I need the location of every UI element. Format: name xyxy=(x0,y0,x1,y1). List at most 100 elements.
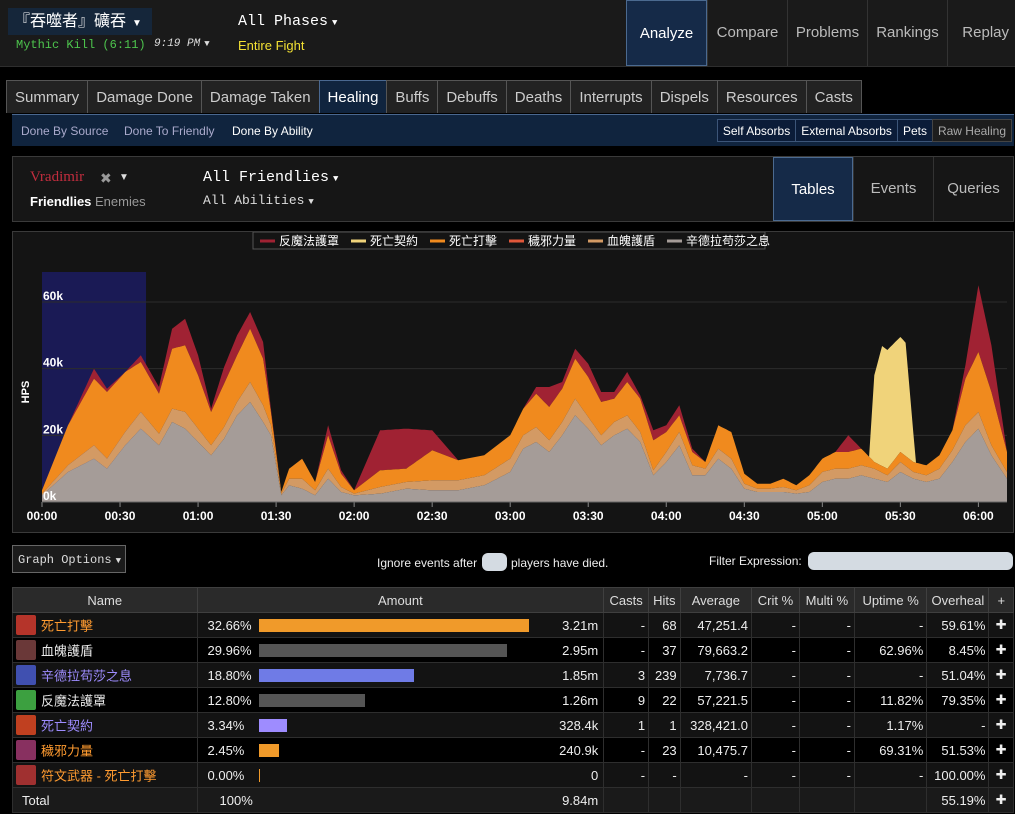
tab-debuffs[interactable]: Debuffs xyxy=(437,80,507,113)
tab-casts[interactable]: Casts xyxy=(805,80,862,113)
tab-dispels[interactable]: Dispels xyxy=(650,80,718,113)
uptime-cell: - xyxy=(853,612,928,638)
ability-name-cell[interactable]: 反魔法護罩 xyxy=(12,687,198,713)
expand-row-icon[interactable]: ✚ xyxy=(988,787,1014,813)
filter-expression-input[interactable] xyxy=(808,552,1013,570)
healing-chart[interactable]: 0k 20k 40k 60k HPS 00:00 00:30 01:00 01:30 02:00 0… xyxy=(13,232,1013,532)
ability-name-cell[interactable]: 辛德拉苟莎之息 xyxy=(12,662,198,688)
tab-resources[interactable]: Resources xyxy=(716,80,807,113)
legend-label: 血魄護盾 xyxy=(607,233,655,248)
ability-name[interactable]: 穢邪力量 xyxy=(41,743,94,759)
phase-label: All Phases xyxy=(238,13,329,30)
tab-healing[interactable]: Healing xyxy=(318,80,388,113)
view-done-to-friendly[interactable]: Done To Friendly xyxy=(124,124,215,138)
table-row[interactable]: 辛德拉苟莎之息 18.80% 1.85m 3 239 7,736.7- - -51.04% ✚ xyxy=(12,662,1014,688)
x-tick-label: 00:00 xyxy=(27,509,58,523)
ability-name[interactable]: 血魄護盾 xyxy=(41,643,94,659)
phase-dropdown[interactable]: All Phases ▼ xyxy=(238,13,337,30)
expand-row-icon[interactable]: ✚ xyxy=(988,637,1014,663)
tab-buffs[interactable]: Buffs xyxy=(386,80,439,113)
table-row[interactable]: 死亡打擊 32.66% 3.21m -68 47,251.4- - -59.61% ✚ xyxy=(12,612,1014,638)
nav-problems[interactable]: Problems xyxy=(787,0,867,66)
col-crit[interactable]: Crit % xyxy=(751,587,800,613)
nav-rankings[interactable]: Rankings xyxy=(867,0,947,66)
table-row[interactable]: 死亡契約 3.34% 328.4k 1 1 328,421.0- -1.17% - ✚ xyxy=(12,712,1014,738)
col-hits[interactable]: Hits xyxy=(648,587,681,613)
expand-row-icon[interactable]: ✚ xyxy=(988,737,1014,763)
ability-name[interactable]: 辛德拉苟莎之息 xyxy=(41,668,133,684)
amount-cell: 18.80% 1.85m xyxy=(196,662,605,688)
series-area xyxy=(42,402,1007,502)
total-empty xyxy=(853,787,928,813)
tab-damage-taken[interactable]: Damage Taken xyxy=(200,80,320,113)
table-row[interactable]: 反魔法護罩 12.80% 1.26m 9 22 57,221.5- -11.82% 79.35… xyxy=(12,687,1014,713)
view-done-by-source[interactable]: Done By Source xyxy=(21,124,109,138)
uptime-cell: 62.96% xyxy=(853,637,928,663)
table-row[interactable]: 血魄護盾 29.96% 2.95m -37 79,663.2- -62.96% 8.45% ✚ xyxy=(12,637,1014,663)
view-queries[interactable]: Queries xyxy=(933,157,1013,221)
fight-time[interactable]: 9:19 PM ▼ xyxy=(154,38,210,50)
close-icon[interactable]: ✖ xyxy=(100,170,112,186)
crit-cell: - xyxy=(751,662,800,688)
graph-options-dropdown[interactable]: Graph Options ▼ xyxy=(12,545,126,573)
view-events[interactable]: Events xyxy=(853,157,933,221)
tab-interrupts[interactable]: Interrupts xyxy=(570,80,652,113)
chevron-down-icon: ▼ xyxy=(132,18,142,29)
col-multi[interactable]: Multi % xyxy=(798,587,855,613)
expand-row-icon[interactable]: ✚ xyxy=(988,712,1014,738)
nav-analyze[interactable]: Analyze xyxy=(626,0,707,66)
view-tables[interactable]: Tables xyxy=(773,157,853,221)
col-amount[interactable]: Amount xyxy=(196,587,605,613)
nav-replay[interactable]: Replay xyxy=(947,0,1015,66)
toggle-self-absorbs[interactable]: Self Absorbs xyxy=(716,119,797,142)
hits-cell: - xyxy=(648,762,681,788)
col-overheal[interactable]: Overheal xyxy=(926,587,990,613)
col-uptime[interactable]: Uptime % xyxy=(853,587,928,613)
ability-name-cell[interactable]: 穢邪力量 xyxy=(12,737,198,763)
expand-row-icon[interactable]: ✚ xyxy=(988,612,1014,638)
toggle-pets[interactable]: Pets xyxy=(896,119,933,142)
tab-deaths[interactable]: Deaths xyxy=(505,80,572,113)
fight-selector[interactable]: Mythic Kill (6:11) xyxy=(16,38,146,52)
multi-cell: - xyxy=(798,662,855,688)
report-title-dropdown[interactable]: 『吞噬者』礦吞 ▼ xyxy=(8,8,152,35)
nav-compare[interactable]: Compare xyxy=(707,0,787,66)
amount-percent: 18.80% xyxy=(207,668,252,683)
toggle-external-absorbs[interactable]: External Absorbs xyxy=(795,119,898,142)
toggle-raw-healing[interactable]: Raw Healing xyxy=(931,119,1012,142)
amount-cell: 0.00% 0 xyxy=(196,762,605,788)
ability-name-cell[interactable]: 死亡打擊 xyxy=(12,612,198,638)
legend-label: 辛德拉苟莎之息 xyxy=(686,233,770,248)
filter-expression-label: Filter Expression: xyxy=(709,554,802,568)
col-name[interactable]: Name xyxy=(12,587,198,613)
y-axis-title: HPS xyxy=(20,381,32,404)
target-dropdown[interactable]: All Friendlies ▼ xyxy=(203,169,338,186)
ignore-deaths-input[interactable] xyxy=(482,553,507,571)
expand-row-icon[interactable]: ✚ xyxy=(988,687,1014,713)
healing-subbar: Done By Source Done To Friendly Done By … xyxy=(12,114,1014,146)
ability-name[interactable]: 死亡打擊 xyxy=(41,618,94,634)
table-row[interactable]: 符文武器 - 死亡打擊 0.00% 0- - - - - -100.00% ✚ xyxy=(12,762,1014,788)
col-average[interactable]: Average xyxy=(679,587,753,613)
tab-summary[interactable]: Summary xyxy=(6,80,89,113)
actor-name[interactable]: Vradimir xyxy=(30,169,85,185)
total-percent: 100% xyxy=(219,793,253,808)
ability-name-cell[interactable]: 符文武器 - 死亡打擊 xyxy=(12,762,198,788)
expand-row-icon[interactable]: ✚ xyxy=(988,762,1014,788)
ability-name-cell[interactable]: 血魄護盾 xyxy=(12,637,198,663)
friendlies-filter[interactable]: Friendlies xyxy=(30,194,92,209)
expand-row-icon[interactable]: ✚ xyxy=(988,662,1014,688)
ability-dropdown[interactable]: All Abilities ▼ xyxy=(203,193,314,208)
enemies-filter[interactable]: Enemies xyxy=(95,194,146,209)
col-casts[interactable]: Casts xyxy=(603,587,650,613)
x-tick-label: 04:00 xyxy=(651,509,682,523)
table-row[interactable]: 穢邪力量 2.45% 240.9k -23 10,475.7- -69.31% 51.53%… xyxy=(12,737,1014,763)
ability-name-cell[interactable]: 死亡契約 xyxy=(12,712,198,738)
view-done-by-ability[interactable]: Done By Ability xyxy=(232,124,313,138)
tab-damage-done[interactable]: Damage Done xyxy=(87,80,202,113)
add-column-icon[interactable]: + xyxy=(988,587,1014,613)
chevron-down-icon[interactable]: ▼ xyxy=(119,172,129,183)
ability-name[interactable]: 符文武器 - 死亡打擊 xyxy=(41,768,157,784)
ability-name[interactable]: 反魔法護罩 xyxy=(41,693,107,709)
ability-name[interactable]: 死亡契約 xyxy=(41,718,94,734)
